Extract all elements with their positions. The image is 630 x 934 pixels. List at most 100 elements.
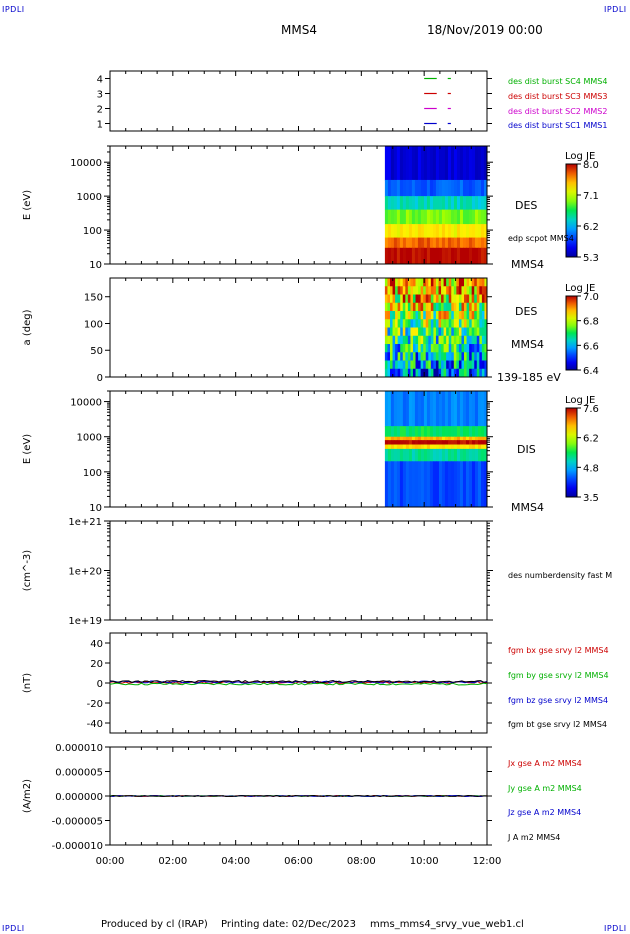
des_energy-cell (390, 146, 395, 181)
des-pitch-cell (430, 311, 434, 320)
des_energy-cell (420, 224, 425, 239)
des-pitch-cell (392, 294, 396, 304)
des-pitch-cell (418, 286, 422, 296)
des-pitch-cell (479, 335, 483, 345)
dis_energy-cell (471, 436, 476, 441)
des_energy-cell (483, 146, 487, 181)
des-pitch-ylabel: a (deg) (22, 309, 33, 345)
des-pitch-cell (387, 319, 391, 329)
des_energy-cell (474, 209, 479, 225)
des-pitch-cell (418, 327, 422, 337)
des_energy-cell (420, 209, 425, 225)
des-pitch-cell (400, 360, 404, 370)
des_energy-cell (465, 247, 470, 264)
des_energy-cell (444, 247, 449, 264)
des-pitch-cell (425, 286, 429, 296)
dis_energy-cell (477, 391, 482, 427)
des_energy-cell (408, 179, 413, 197)
dis_energy-cell (384, 436, 389, 441)
des-pitch-cell (433, 278, 437, 287)
fgm-legend-entry: fgm bt gse srvy l2 MMS4 (508, 720, 607, 729)
des-pitch-cell (435, 319, 440, 329)
des-pitch-cell (402, 360, 406, 370)
des_energy-cell (477, 237, 482, 249)
des-pitch-cell (402, 335, 406, 345)
des-pitch-cell (476, 286, 480, 296)
des-pitch-cell (476, 302, 480, 312)
dis_energy-cell (444, 426, 449, 438)
des-pitch-cell (433, 302, 437, 312)
des_energy-cell (459, 224, 464, 239)
des_energy-cell (411, 196, 416, 211)
dis_energy-cell (462, 391, 467, 427)
des_energy-cell (471, 196, 476, 211)
des-pitch-cell (423, 335, 427, 345)
des_energy-cell (429, 196, 434, 211)
des-pitch-cell (412, 360, 417, 370)
des-pitch-cell (456, 278, 460, 287)
des-pitch-cell (418, 294, 422, 304)
des_energy-cell (429, 224, 434, 239)
des-pitch-cell (476, 311, 480, 320)
des-pitch-cell (441, 319, 445, 329)
dis_energy-cell (438, 436, 443, 441)
corner-label-top-left: IPDLI (2, 5, 25, 14)
des-pitch-cell (384, 311, 389, 320)
dis_energy-cell (423, 391, 428, 427)
des-pitch-cell (484, 286, 487, 296)
des-pitch-cell (397, 286, 401, 296)
des-pitch-cell (469, 294, 473, 304)
des-pitch-cell (441, 286, 445, 296)
dis_energy-cell (402, 436, 407, 441)
des-pitch-cell (474, 278, 478, 287)
des-pitch-cell (458, 368, 463, 377)
dis_energy-cell (444, 444, 449, 450)
des-pitch-cell (400, 344, 404, 353)
des-pitch-spectrogram (384, 278, 487, 377)
des-pitch-cell (397, 360, 401, 370)
des_energy-cell (468, 146, 473, 181)
des_energy-cell (405, 224, 410, 239)
current-series-line (109, 794, 487, 798)
dis_energy-cell (447, 436, 452, 441)
des-pitch-cell (448, 352, 452, 362)
des-pitch-cell (466, 311, 470, 320)
des-pitch-cell (395, 278, 399, 287)
des_energy-cell (423, 247, 428, 264)
des_energy-cell (399, 209, 404, 225)
dis_energy-cell (411, 426, 416, 438)
des-pitch-cell (435, 294, 440, 304)
des_energy-cell (450, 247, 455, 264)
des-pitch-cell (412, 278, 417, 287)
des_energy-colorbar-label: 7.1 (583, 191, 599, 202)
des_energy-cell (405, 196, 410, 211)
des_energy-cell (408, 237, 413, 249)
des_energy-cell (387, 247, 392, 264)
des-pitch-cell (412, 302, 417, 312)
des_energy-cell (468, 179, 473, 197)
des-pitch-cell (448, 319, 452, 329)
des-pitch-cell (453, 352, 457, 362)
des_energy-cell (435, 196, 440, 211)
des-pitch-cell (423, 368, 427, 377)
plot-datetime: 18/Nov/2019 00:00 (427, 23, 543, 37)
dis_energy-cell (456, 391, 461, 427)
des-pitch-cell (425, 319, 429, 329)
des-pitch-cell (461, 286, 465, 296)
des-pitch-cell (395, 368, 399, 377)
des_energy-colorbar-label: 8.0 (583, 160, 599, 171)
des-pitch-cell (384, 352, 389, 362)
des-pitch-cell (387, 311, 391, 320)
des-pitch-cell (420, 368, 424, 377)
time-axis-label: 06:00 (284, 856, 313, 867)
des_energy-cell (483, 209, 487, 225)
dis-energy-label: DIS (517, 443, 536, 456)
dis_energy-cell (414, 436, 419, 441)
des_energy-cell (414, 247, 419, 264)
dis_energy-cell (438, 461, 443, 507)
des_energy-cell (441, 247, 446, 264)
des_energy-cell (420, 196, 425, 211)
des-pitch-cell (435, 335, 440, 345)
des-pitch-cell (476, 327, 480, 337)
dis_energy-cell (462, 426, 467, 438)
